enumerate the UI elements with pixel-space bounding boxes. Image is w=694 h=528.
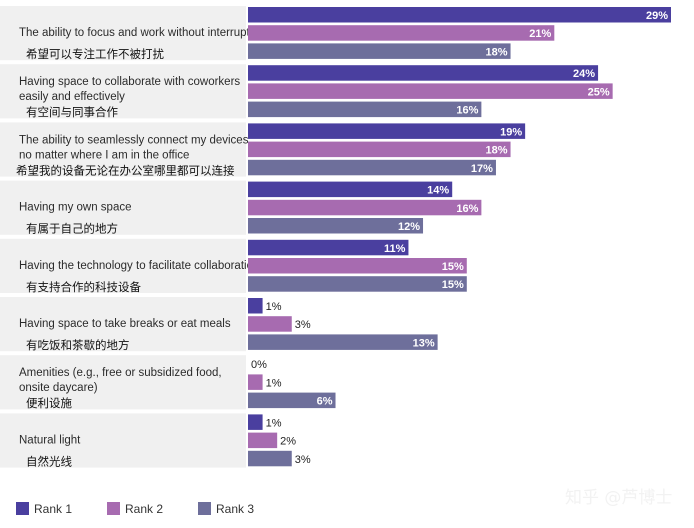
watermark: 知乎 @芦博士 <box>565 488 672 508</box>
data-label: 21% <box>529 28 551 40</box>
bar <box>248 239 409 256</box>
bar <box>248 199 482 216</box>
legend-label: Rank 2 <box>125 502 163 516</box>
category-label-zh: 希望可以专注工作不被打扰 <box>26 47 164 61</box>
data-label: 24% <box>573 68 595 80</box>
category-band <box>0 64 246 119</box>
data-label: 14% <box>427 185 449 197</box>
bar <box>248 392 336 409</box>
bar <box>248 25 555 41</box>
data-label: 29% <box>646 10 668 22</box>
category-label-en: Amenities (e.g., free or subsidized food… <box>19 367 222 394</box>
category-label-zh: 便利设施 <box>26 396 72 410</box>
category-label-zh: 有空间与同事合作 <box>26 105 118 119</box>
data-label: 1% <box>266 417 282 429</box>
data-label: 18% <box>486 145 508 157</box>
data-label: 3% <box>295 454 311 466</box>
legend-swatch <box>198 502 211 515</box>
data-label: 6% <box>317 396 333 408</box>
bar <box>248 101 482 118</box>
bar <box>248 276 467 292</box>
bar <box>248 432 278 449</box>
category-labels: The ability to focus and work without in… <box>16 27 271 468</box>
bar <box>248 181 453 198</box>
category-label-zh: 自然光线 <box>26 454 72 468</box>
category-band <box>0 122 246 177</box>
category-label-en: The ability to focus and work without in… <box>19 27 271 39</box>
bar <box>248 159 496 176</box>
bar <box>248 65 599 81</box>
data-label: 2% <box>280 436 296 448</box>
legend-swatch <box>16 502 29 515</box>
data-label: 1% <box>266 301 282 313</box>
bars: 29% 21% 18% 24% 25% 16% 19% 18% 17% 14% 16% 12% 11% 1… <box>248 7 671 467</box>
data-label: 17% <box>471 163 493 175</box>
category-bands <box>0 6 246 468</box>
category-label-en: Having space to take breaks or eat meals <box>19 318 231 330</box>
bar <box>248 450 292 467</box>
data-label: 1% <box>266 377 282 389</box>
data-label: 15% <box>442 279 464 291</box>
category-label-zh: 希望我的设备无论在办公室哪里都可以连接 <box>16 163 235 177</box>
bar <box>248 123 526 139</box>
legend-swatch <box>107 502 120 515</box>
category-label-en: Natural light <box>19 434 81 446</box>
category-band <box>0 180 246 235</box>
category-label-en: The ability to seamlessly connect my dev… <box>19 134 249 161</box>
bar <box>248 218 424 234</box>
data-label: 16% <box>456 203 478 215</box>
bar <box>248 298 263 314</box>
legend: Rank 1 Rank 2 Rank 3 <box>16 502 254 516</box>
category-band <box>0 413 246 468</box>
data-label: 16% <box>456 105 478 117</box>
category-label-zh: 有属于自己的地方 <box>26 222 118 236</box>
legend-label: Rank 3 <box>216 502 254 516</box>
data-label: 25% <box>588 86 610 98</box>
bar <box>248 316 292 332</box>
data-label: 15% <box>442 261 464 273</box>
bar <box>248 43 511 59</box>
category-label-en: Having my own space <box>19 202 132 214</box>
category-label-zh: 有吃饭和茶歇的地方 <box>26 338 130 352</box>
data-label: 3% <box>295 319 311 331</box>
category-label-en: Having the technology to facilitate coll… <box>19 260 259 272</box>
data-label: 12% <box>398 221 420 233</box>
bar <box>248 374 263 390</box>
category-band <box>0 297 246 352</box>
category-band <box>0 6 246 61</box>
bar <box>248 7 671 23</box>
data-label: 11% <box>384 243 406 255</box>
category-band <box>0 238 246 293</box>
category-label-zh: 有支持合作的科技设备 <box>26 280 141 294</box>
data-label: 0% <box>251 359 267 371</box>
data-label: 18% <box>486 46 508 58</box>
data-label: 13% <box>413 337 435 349</box>
bar <box>248 258 467 274</box>
category-label-en: Having space to collaborate with coworke… <box>19 76 240 103</box>
data-label: 19% <box>500 126 522 138</box>
legend-label: Rank 1 <box>34 502 72 516</box>
bar <box>248 141 511 158</box>
bar <box>248 414 263 430</box>
bar <box>248 334 438 350</box>
category-band <box>0 355 246 410</box>
bar <box>248 83 613 99</box>
